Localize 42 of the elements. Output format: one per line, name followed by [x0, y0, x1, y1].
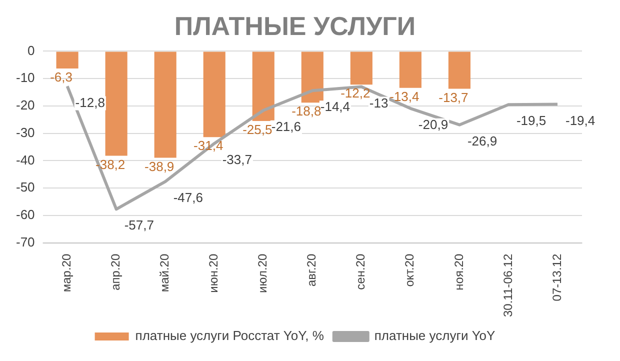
data-label: -25,5: [242, 122, 272, 138]
data-label: -38,2: [96, 156, 126, 172]
x-tick-label: май.20: [158, 254, 172, 292]
data-label: -13: [369, 95, 388, 110]
data-label: -12,8: [75, 94, 105, 110]
legend-label: платные услуги YoY: [374, 328, 496, 344]
data-label: -33,7: [222, 152, 252, 168]
y-tick-label: -30: [16, 124, 35, 140]
data-label: -31,4: [194, 138, 224, 154]
y-tick-label: -40: [16, 152, 35, 168]
data-label: -47,6: [173, 190, 203, 206]
x-tick-label: июн.20: [206, 254, 221, 293]
data-label: -19,5: [516, 113, 546, 128]
x-tick-label: ноя.20: [452, 254, 466, 290]
data-label: -13,7: [438, 90, 468, 105]
chart-title: ПЛАТНЫЕ УСЛУГИ: [174, 10, 416, 41]
x-tick-label: сен.20: [354, 254, 368, 290]
y-tick-label: 0: [28, 42, 35, 58]
x-tick-label: июл.20: [256, 254, 270, 293]
y-tick-label: -10: [16, 70, 35, 86]
x-tick-label: 30.11-06.12: [500, 254, 515, 318]
y-tick-label: -70: [16, 234, 35, 250]
x-tick-label: окт.20: [402, 254, 417, 287]
x-tick-label: апр.20: [108, 254, 123, 290]
data-label: -19,4: [565, 112, 596, 128]
data-label: -18,8: [292, 104, 322, 119]
x-tick-label: авг.20: [304, 254, 319, 286]
data-label: -14,4: [320, 99, 350, 114]
data-label: -26,9: [467, 133, 498, 148]
y-tick-label: -60: [16, 207, 35, 222]
data-label: -13,4: [390, 88, 420, 104]
y-tick-label: -20: [16, 98, 35, 113]
data-label: -12,2: [340, 86, 370, 101]
data-label: -38,9: [144, 158, 174, 174]
data-label: -21,6: [271, 118, 302, 134]
x-tick-label: 07-13.12: [550, 254, 564, 302]
x-tick-label: мар.20: [60, 254, 74, 292]
legend-label: платные услуги Росстат YoY, %: [135, 328, 324, 344]
data-label: -6,3: [50, 70, 72, 85]
data-label: -57,7: [124, 218, 154, 233]
y-tick-label: -50: [16, 180, 35, 195]
data-label: -20,9: [418, 116, 448, 132]
